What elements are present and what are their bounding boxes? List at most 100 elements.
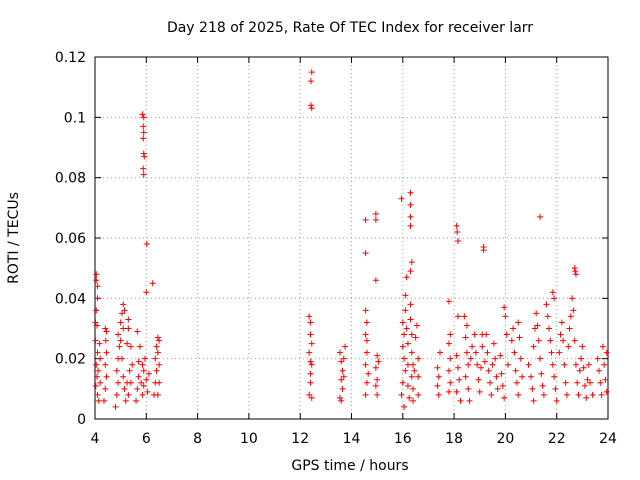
data-point <box>596 367 603 374</box>
data-point <box>401 355 408 362</box>
data-point <box>399 343 406 350</box>
data-point <box>475 376 482 383</box>
data-point <box>453 388 460 395</box>
y-tick-label: 0.12 <box>55 50 86 66</box>
chart-title: Day 218 of 2025, Rate Of TEC Index for r… <box>167 20 533 36</box>
data-point <box>485 367 492 374</box>
data-point <box>94 373 101 380</box>
data-point <box>471 331 478 338</box>
data-point <box>589 391 596 398</box>
data-point <box>103 349 110 356</box>
data-point <box>308 340 315 347</box>
data-point <box>120 325 127 332</box>
data-point <box>488 391 495 398</box>
data-point <box>489 361 496 368</box>
data-point <box>140 171 147 178</box>
data-point <box>97 355 104 362</box>
data-point <box>571 337 578 344</box>
data-point <box>601 361 608 368</box>
data-point <box>338 376 345 383</box>
data-point <box>406 394 413 401</box>
data-point <box>531 325 538 332</box>
data-point <box>94 283 101 290</box>
data-point <box>572 268 579 275</box>
x-tick-label: 18 <box>445 431 463 447</box>
x-tick-label: 10 <box>240 431 258 447</box>
data-point <box>567 313 574 320</box>
data-point <box>93 361 100 368</box>
data-point <box>134 385 141 392</box>
data-point <box>117 337 124 344</box>
data-point <box>504 361 511 368</box>
data-point <box>363 319 370 326</box>
data-point <box>560 337 567 344</box>
data-point <box>540 391 547 398</box>
data-point <box>566 325 573 332</box>
data-point <box>144 388 151 395</box>
data-point <box>435 391 442 398</box>
y-tick-label: 0.06 <box>55 231 86 247</box>
x-tick-label: 4 <box>91 431 100 447</box>
data-point <box>603 388 610 395</box>
data-point <box>402 307 409 314</box>
data-point <box>497 352 504 359</box>
data-point <box>578 355 585 362</box>
data-point <box>153 367 160 374</box>
data-point <box>363 379 370 386</box>
data-point <box>501 304 508 311</box>
data-point <box>533 310 540 317</box>
y-tick-label: 0.04 <box>55 291 86 307</box>
data-point <box>463 349 470 356</box>
data-point <box>412 334 419 341</box>
data-point <box>96 340 103 347</box>
data-point <box>134 328 141 335</box>
data-point <box>143 241 150 248</box>
data-point <box>530 343 537 350</box>
data-point <box>402 292 409 299</box>
data-point <box>125 325 132 332</box>
data-point <box>94 391 101 398</box>
data-point <box>103 373 110 380</box>
data-point <box>499 382 506 389</box>
data-point <box>534 322 541 329</box>
data-point <box>557 331 564 338</box>
data-point <box>535 337 542 344</box>
data-point <box>572 361 579 368</box>
data-point <box>116 343 123 350</box>
data-point <box>307 102 314 109</box>
data-point <box>307 78 314 85</box>
data-point <box>603 349 610 356</box>
data-point <box>411 367 418 374</box>
data-point <box>372 382 379 389</box>
data-point <box>539 382 546 389</box>
data-point <box>122 397 129 404</box>
data-point <box>508 337 515 344</box>
data-point <box>404 361 411 368</box>
data-point <box>492 355 499 362</box>
data-point <box>565 343 572 350</box>
data-point <box>529 385 536 392</box>
data-point <box>602 376 609 383</box>
data-point <box>135 358 142 365</box>
axis-ticks: 0 0.02 0.04 0.06 0.08 0.1 0.12 4 6 8 10 12 14 16 18 20 2… <box>55 50 617 447</box>
data-point <box>572 271 579 278</box>
data-point <box>445 388 452 395</box>
data-point <box>372 216 379 223</box>
data-point <box>404 382 411 389</box>
data-point <box>129 361 136 368</box>
data-point <box>407 316 414 323</box>
data-point <box>118 355 125 362</box>
data-point <box>537 355 544 362</box>
data-point <box>465 361 472 368</box>
y-tick-label: 0.08 <box>55 171 86 187</box>
data-point <box>447 379 454 386</box>
data-point <box>340 373 347 380</box>
y-axis-label: ROTI / TECUs <box>6 192 22 284</box>
data-point <box>339 367 346 374</box>
data-point <box>447 355 454 362</box>
data-point <box>585 361 592 368</box>
data-point <box>399 319 406 326</box>
data-point <box>579 343 586 350</box>
data-point <box>140 150 147 157</box>
data-point <box>149 280 156 287</box>
